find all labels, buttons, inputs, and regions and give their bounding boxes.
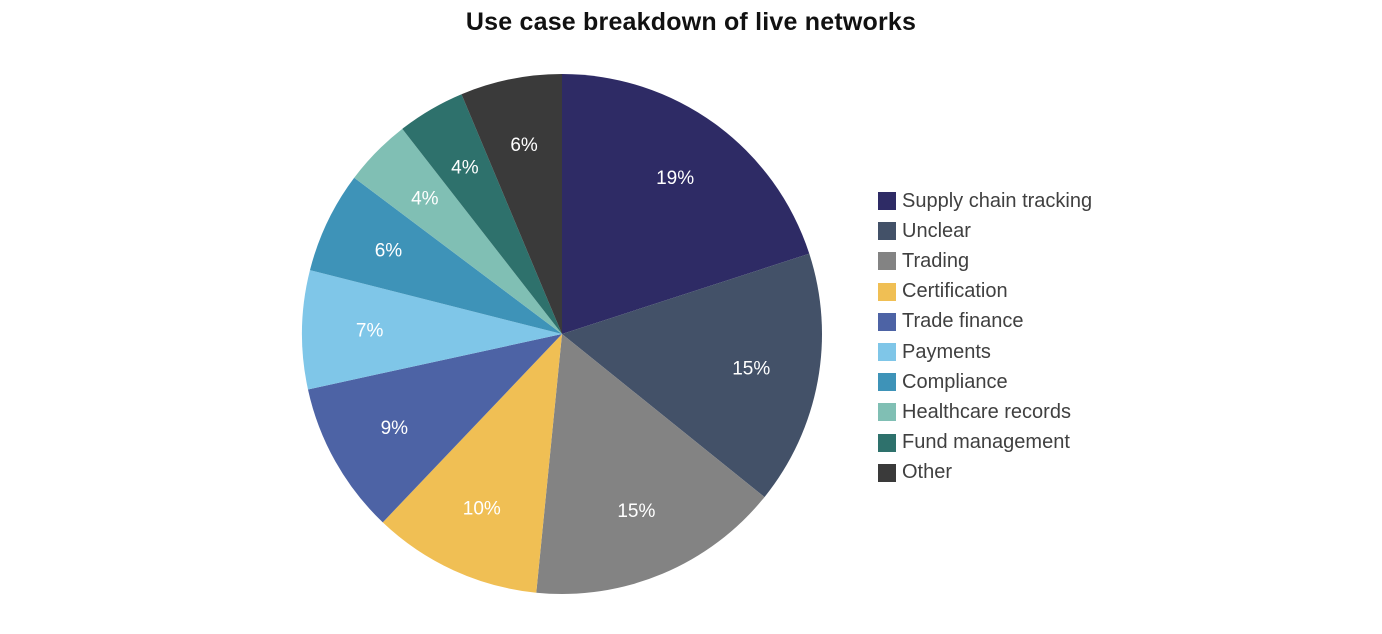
- slice-label-payments: 7%: [356, 320, 384, 341]
- legend-item-certification: Certification: [878, 277, 1092, 307]
- slice-label-trade-finance: 9%: [381, 418, 409, 439]
- legend-item-compliance: Compliance: [878, 367, 1092, 397]
- pie-slice-compliance: [309, 177, 562, 334]
- legend-item-trading: Trading: [878, 246, 1092, 276]
- legend-item-unclear: Unclear: [878, 216, 1092, 246]
- legend-item-healthcare-records: Healthcare records: [878, 397, 1092, 427]
- pie-slice-supply-chain-tracking: [562, 74, 810, 334]
- pie-slice-healthcare-records: [354, 128, 562, 334]
- legend-swatch: [878, 373, 896, 392]
- legend-label: Trade finance: [902, 310, 1024, 333]
- pie-slice-other: [461, 74, 562, 334]
- legend-swatch: [878, 282, 896, 301]
- legend-label: Unclear: [902, 219, 971, 242]
- legend-swatch: [878, 312, 896, 331]
- legend-swatch: [878, 403, 896, 422]
- legend-item-payments: Payments: [878, 337, 1092, 367]
- legend-item-fund-management: Fund management: [878, 428, 1092, 458]
- slice-label-other: 6%: [510, 135, 538, 156]
- legend-label: Compliance: [902, 370, 1008, 393]
- legend-item-trade-finance: Trade finance: [878, 307, 1092, 337]
- pie-slice-certification: [382, 334, 562, 593]
- slice-label-compliance: 6%: [375, 240, 403, 261]
- slice-label-supply-chain-tracking: 19%: [656, 168, 694, 189]
- legend-label: Payments: [902, 340, 991, 363]
- legend-label: Certification: [902, 280, 1008, 303]
- chart-title: Use case breakdown of live networks: [465, 8, 917, 36]
- legend-label: Other: [902, 461, 953, 484]
- legend-swatch: [878, 463, 896, 482]
- slice-label-fund-management: 4%: [451, 157, 479, 178]
- legend-swatch: [878, 433, 896, 452]
- slice-label-unclear: 15%: [732, 358, 770, 379]
- legend-label: Supply chain tracking: [902, 189, 1093, 212]
- legend-label: Fund management: [902, 431, 1070, 454]
- pie-slice-fund-management: [402, 94, 562, 334]
- legend-swatch: [878, 252, 896, 271]
- slice-label-certification: 10%: [463, 498, 501, 519]
- slice-label-healthcare-records: 4%: [411, 189, 439, 210]
- legend-item-supply-chain-tracking: Supply chain tracking: [878, 186, 1092, 216]
- legend-swatch: [878, 222, 896, 241]
- slice-label-trading: 15%: [617, 501, 655, 522]
- legend-label: Trading: [902, 249, 970, 272]
- pie-slice-trading: [536, 334, 765, 594]
- chart-legend: Supply chain tracking Unclear Trading Certi…: [878, 186, 1092, 488]
- pie-slice-payments: [302, 270, 562, 390]
- legend-item-other: Other: [878, 458, 1092, 488]
- legend-swatch: [878, 192, 896, 211]
- pie-slice-trade-finance: [307, 334, 562, 523]
- legend-swatch: [878, 343, 896, 362]
- legend-label: Healthcare records: [902, 400, 1071, 423]
- pie-slice-unclear: [562, 253, 822, 498]
